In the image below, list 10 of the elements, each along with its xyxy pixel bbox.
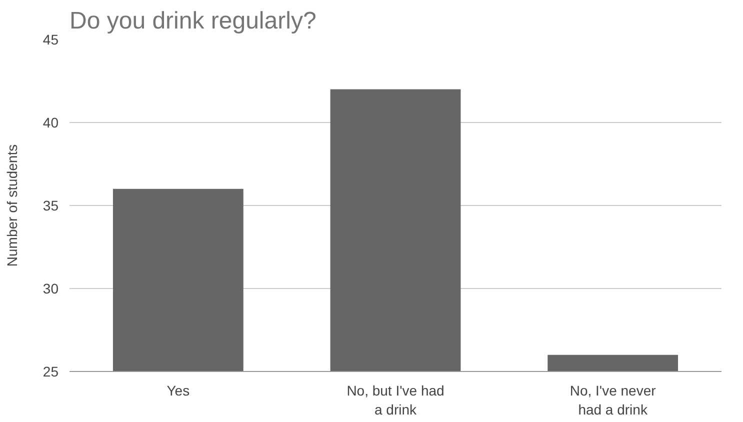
x-tick-label: No, I've never had a drink [570,382,656,418]
x-tick-label: Yes [166,382,190,398]
y-tick-label: 45 [42,32,59,48]
y-tick-label: 25 [42,364,59,380]
chart-title: Do you drink regularly? [70,8,316,34]
y-tick-label: 35 [42,198,59,214]
y-tick-label: 30 [42,280,59,296]
y-axis-title: Number of students [4,144,20,267]
x-tick-label: No, but I've had a drink [346,382,444,418]
y-tick-label: 40 [42,114,59,130]
